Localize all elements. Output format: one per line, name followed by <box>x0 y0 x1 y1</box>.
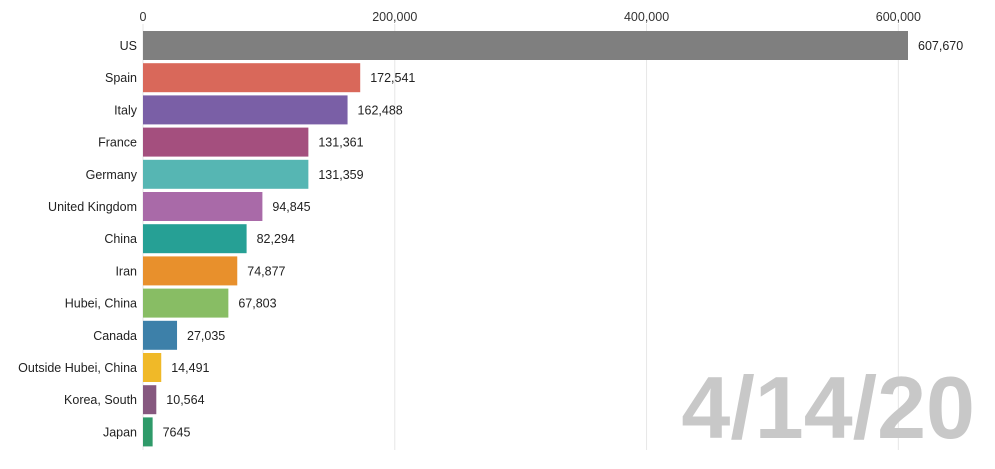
category-label: Iran <box>115 264 137 278</box>
category-label: France <box>98 136 137 150</box>
category-label: United Kingdom <box>48 200 137 214</box>
bar <box>143 127 309 157</box>
category-label: Hubei, China <box>65 297 137 311</box>
value-label: 27,035 <box>187 329 225 343</box>
category-label: US <box>120 39 137 53</box>
value-label: 14,491 <box>171 361 209 375</box>
category-labels: US Spain Italy France Germany United Kingdom C… <box>18 39 138 439</box>
value-labels: 607,670 172,541 162,488 131,361 131,359 94,84… <box>163 39 964 439</box>
value-label: 131,361 <box>318 136 363 150</box>
bars-layer <box>143 31 908 447</box>
value-label: 10,564 <box>166 393 204 407</box>
category-label: Japan <box>103 425 137 439</box>
category-label: China <box>104 232 137 246</box>
bar <box>143 385 157 415</box>
category-label: Germany <box>86 168 138 182</box>
bar <box>143 417 153 447</box>
category-label: Canada <box>93 329 137 343</box>
x-tick-label: 0 <box>140 10 147 24</box>
value-label: 74,877 <box>247 264 285 278</box>
value-label: 162,488 <box>358 103 403 117</box>
x-tick-label: 600,000 <box>876 10 921 24</box>
category-label: Outside Hubei, China <box>18 361 137 375</box>
bar <box>143 159 309 189</box>
value-label: 607,670 <box>918 39 963 53</box>
value-label: 172,541 <box>370 71 415 85</box>
bar <box>143 63 361 93</box>
date-label: 4/14/20 <box>681 358 975 457</box>
x-tick-label: 200,000 <box>372 10 417 24</box>
bar <box>143 31 908 60</box>
value-label: 67,803 <box>238 297 276 311</box>
category-label: Korea, South <box>64 393 137 407</box>
bar <box>143 353 162 382</box>
value-label: 94,845 <box>272 200 310 214</box>
x-axis-ticks: 0 200,000 400,000 600,000 <box>140 10 921 24</box>
bar <box>143 288 229 318</box>
category-label: Italy <box>114 103 138 117</box>
bar <box>143 224 247 254</box>
value-label: 7645 <box>163 425 191 439</box>
bar <box>143 320 178 350</box>
value-label: 82,294 <box>257 232 295 246</box>
category-label: Spain <box>105 71 137 85</box>
bar <box>143 192 263 221</box>
bar <box>143 256 238 286</box>
x-tick-label: 400,000 <box>624 10 669 24</box>
bar <box>143 95 348 125</box>
value-label: 131,359 <box>318 168 363 182</box>
